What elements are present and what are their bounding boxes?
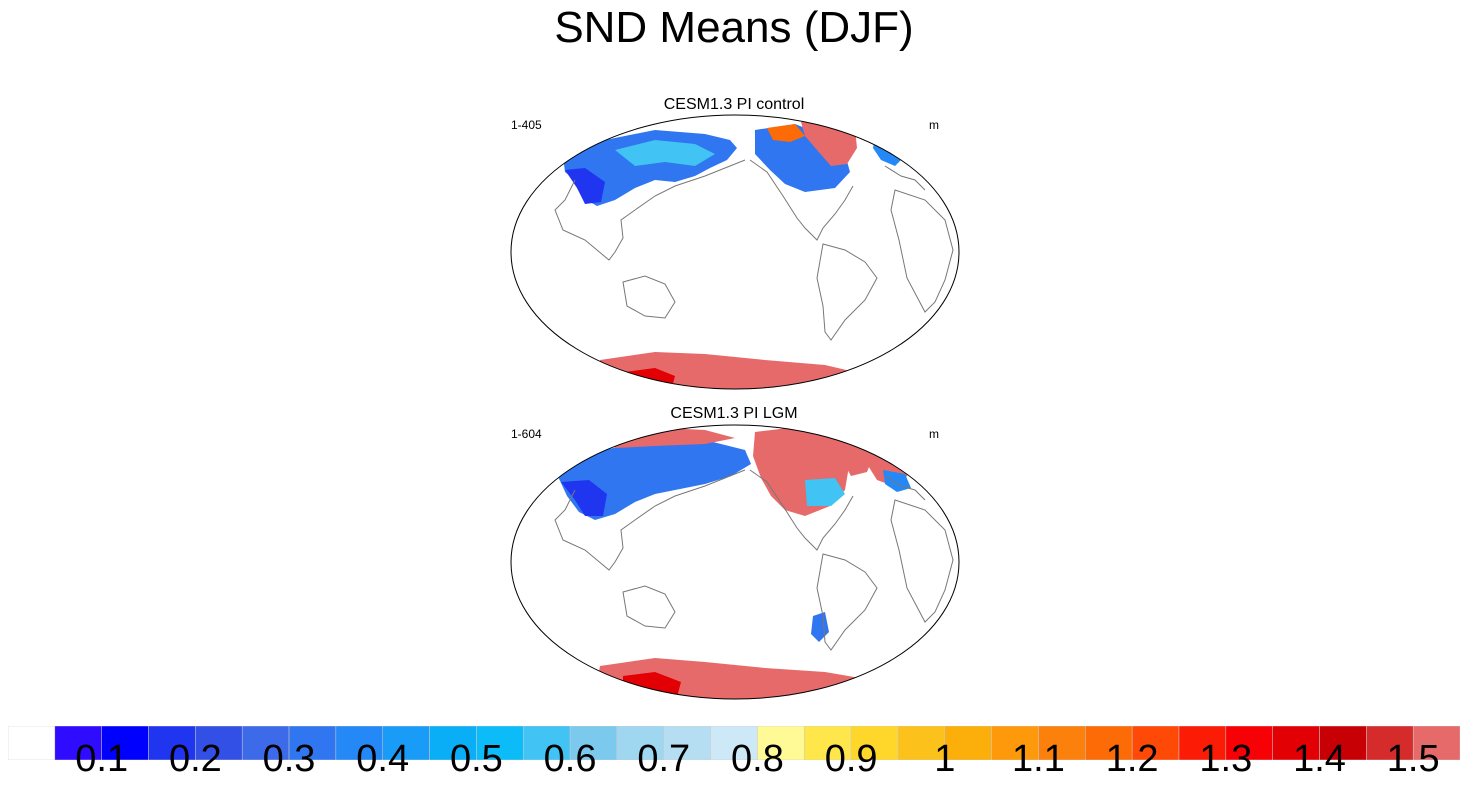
colorbar-label-14: 1.5: [1386, 738, 1440, 780]
colorbar-label-10: 1.1: [1012, 738, 1065, 780]
namerica-edge-2: [805, 478, 845, 506]
colorbar-label-13: 1.4: [1293, 738, 1346, 780]
colorbar-label-5: 0.6: [543, 738, 597, 780]
colorbar-box-21: [991, 726, 1039, 760]
colorbar-box-20: [944, 726, 992, 760]
eurasia-snow-light-1: [615, 140, 715, 166]
colorbar-label-8: 0.9: [824, 738, 878, 780]
colorbar-box-6: [288, 726, 337, 760]
panel-2-title: CESM1.3 PI LGM: [670, 405, 798, 422]
colorbar-label-2: 0.3: [262, 738, 316, 780]
africa-outline-2: [890, 499, 954, 623]
australia-outline-2: [622, 585, 676, 629]
colorbar-label-1: 0.2: [168, 738, 222, 780]
colorbar-box-23: [1085, 726, 1133, 760]
colorbar-label-9: 1: [934, 738, 956, 780]
colorbar-box-8: [382, 726, 430, 760]
namerica-outline-2: [749, 469, 854, 551]
africa-outline-1: [890, 189, 954, 313]
colorbar-box-0: [8, 726, 56, 760]
panel-2-left-label: 1-604: [511, 427, 542, 441]
colorbar-box-29: [1366, 726, 1414, 760]
colorbar-box-3: [148, 726, 196, 760]
colorbar-label-11: 1.2: [1105, 738, 1159, 780]
colorbar-box-26: [1225, 726, 1273, 760]
samerica-outline-1: [816, 243, 878, 341]
colorbar-label-7: 0.8: [731, 738, 784, 780]
namerica-snow-red-1: [767, 124, 805, 142]
colorbar-box-17: [804, 726, 852, 760]
colorbar-box-22: [1038, 726, 1086, 760]
map-border-1: [510, 114, 960, 390]
asia-outline-1: [554, 159, 746, 261]
europe-outline-2: [884, 475, 926, 501]
colorbar-box-13: [616, 726, 665, 760]
europe-outline-1: [884, 165, 926, 191]
eurasia-snow-deep-1: [565, 168, 605, 204]
patagonia-snow-2: [811, 612, 829, 642]
colorbar-label-3: 0.4: [356, 738, 410, 780]
colorbar-box-12: [569, 726, 618, 760]
colorbar-box-5: [241, 726, 290, 760]
europe-blue-2: [883, 470, 911, 492]
panel-2-units-label: m: [929, 427, 939, 441]
colorbar-box-30: [1412, 726, 1460, 760]
namerica-outline-1: [749, 159, 854, 241]
colorbar-label-4: 0.5: [449, 738, 503, 780]
europe-snow-1: [873, 136, 905, 166]
colorbar-box-9: [429, 726, 477, 760]
colorbar-label-6: 0.7: [637, 738, 691, 780]
colorbar-box-18: [850, 726, 899, 760]
colorbar-box-1: [54, 726, 102, 760]
panel-1-title: CESM1.3 PI control: [663, 96, 805, 113]
colorbar: [8, 726, 1460, 760]
colorbar-label-0: 0.1: [75, 738, 129, 780]
colorbar-box-25: [1178, 726, 1227, 760]
eurasia-snow-deep-2: [561, 480, 607, 516]
colorbar-box-15: [710, 726, 758, 760]
colorbar-box-2: [101, 726, 149, 760]
australia-outline-1: [622, 275, 676, 319]
colorbar-label-12: 1.3: [1199, 738, 1253, 780]
colorbar-box-4: [195, 726, 243, 760]
map-panel-1: [510, 114, 960, 390]
map-border-2: [510, 424, 960, 700]
panel-1-units-label: m: [929, 118, 939, 132]
colorbar-box-19: [897, 726, 946, 760]
figure-title: SND Means (DJF): [554, 3, 914, 52]
samerica-outline-2: [816, 553, 878, 651]
colorbar-box-11: [522, 726, 571, 760]
colorbar-box-10: [476, 726, 524, 760]
asia-outline-2: [554, 469, 746, 571]
colorbar-box-14: [663, 726, 711, 760]
panel-1-left-label: 1-405: [511, 118, 542, 132]
map-panel-2: [510, 424, 960, 700]
